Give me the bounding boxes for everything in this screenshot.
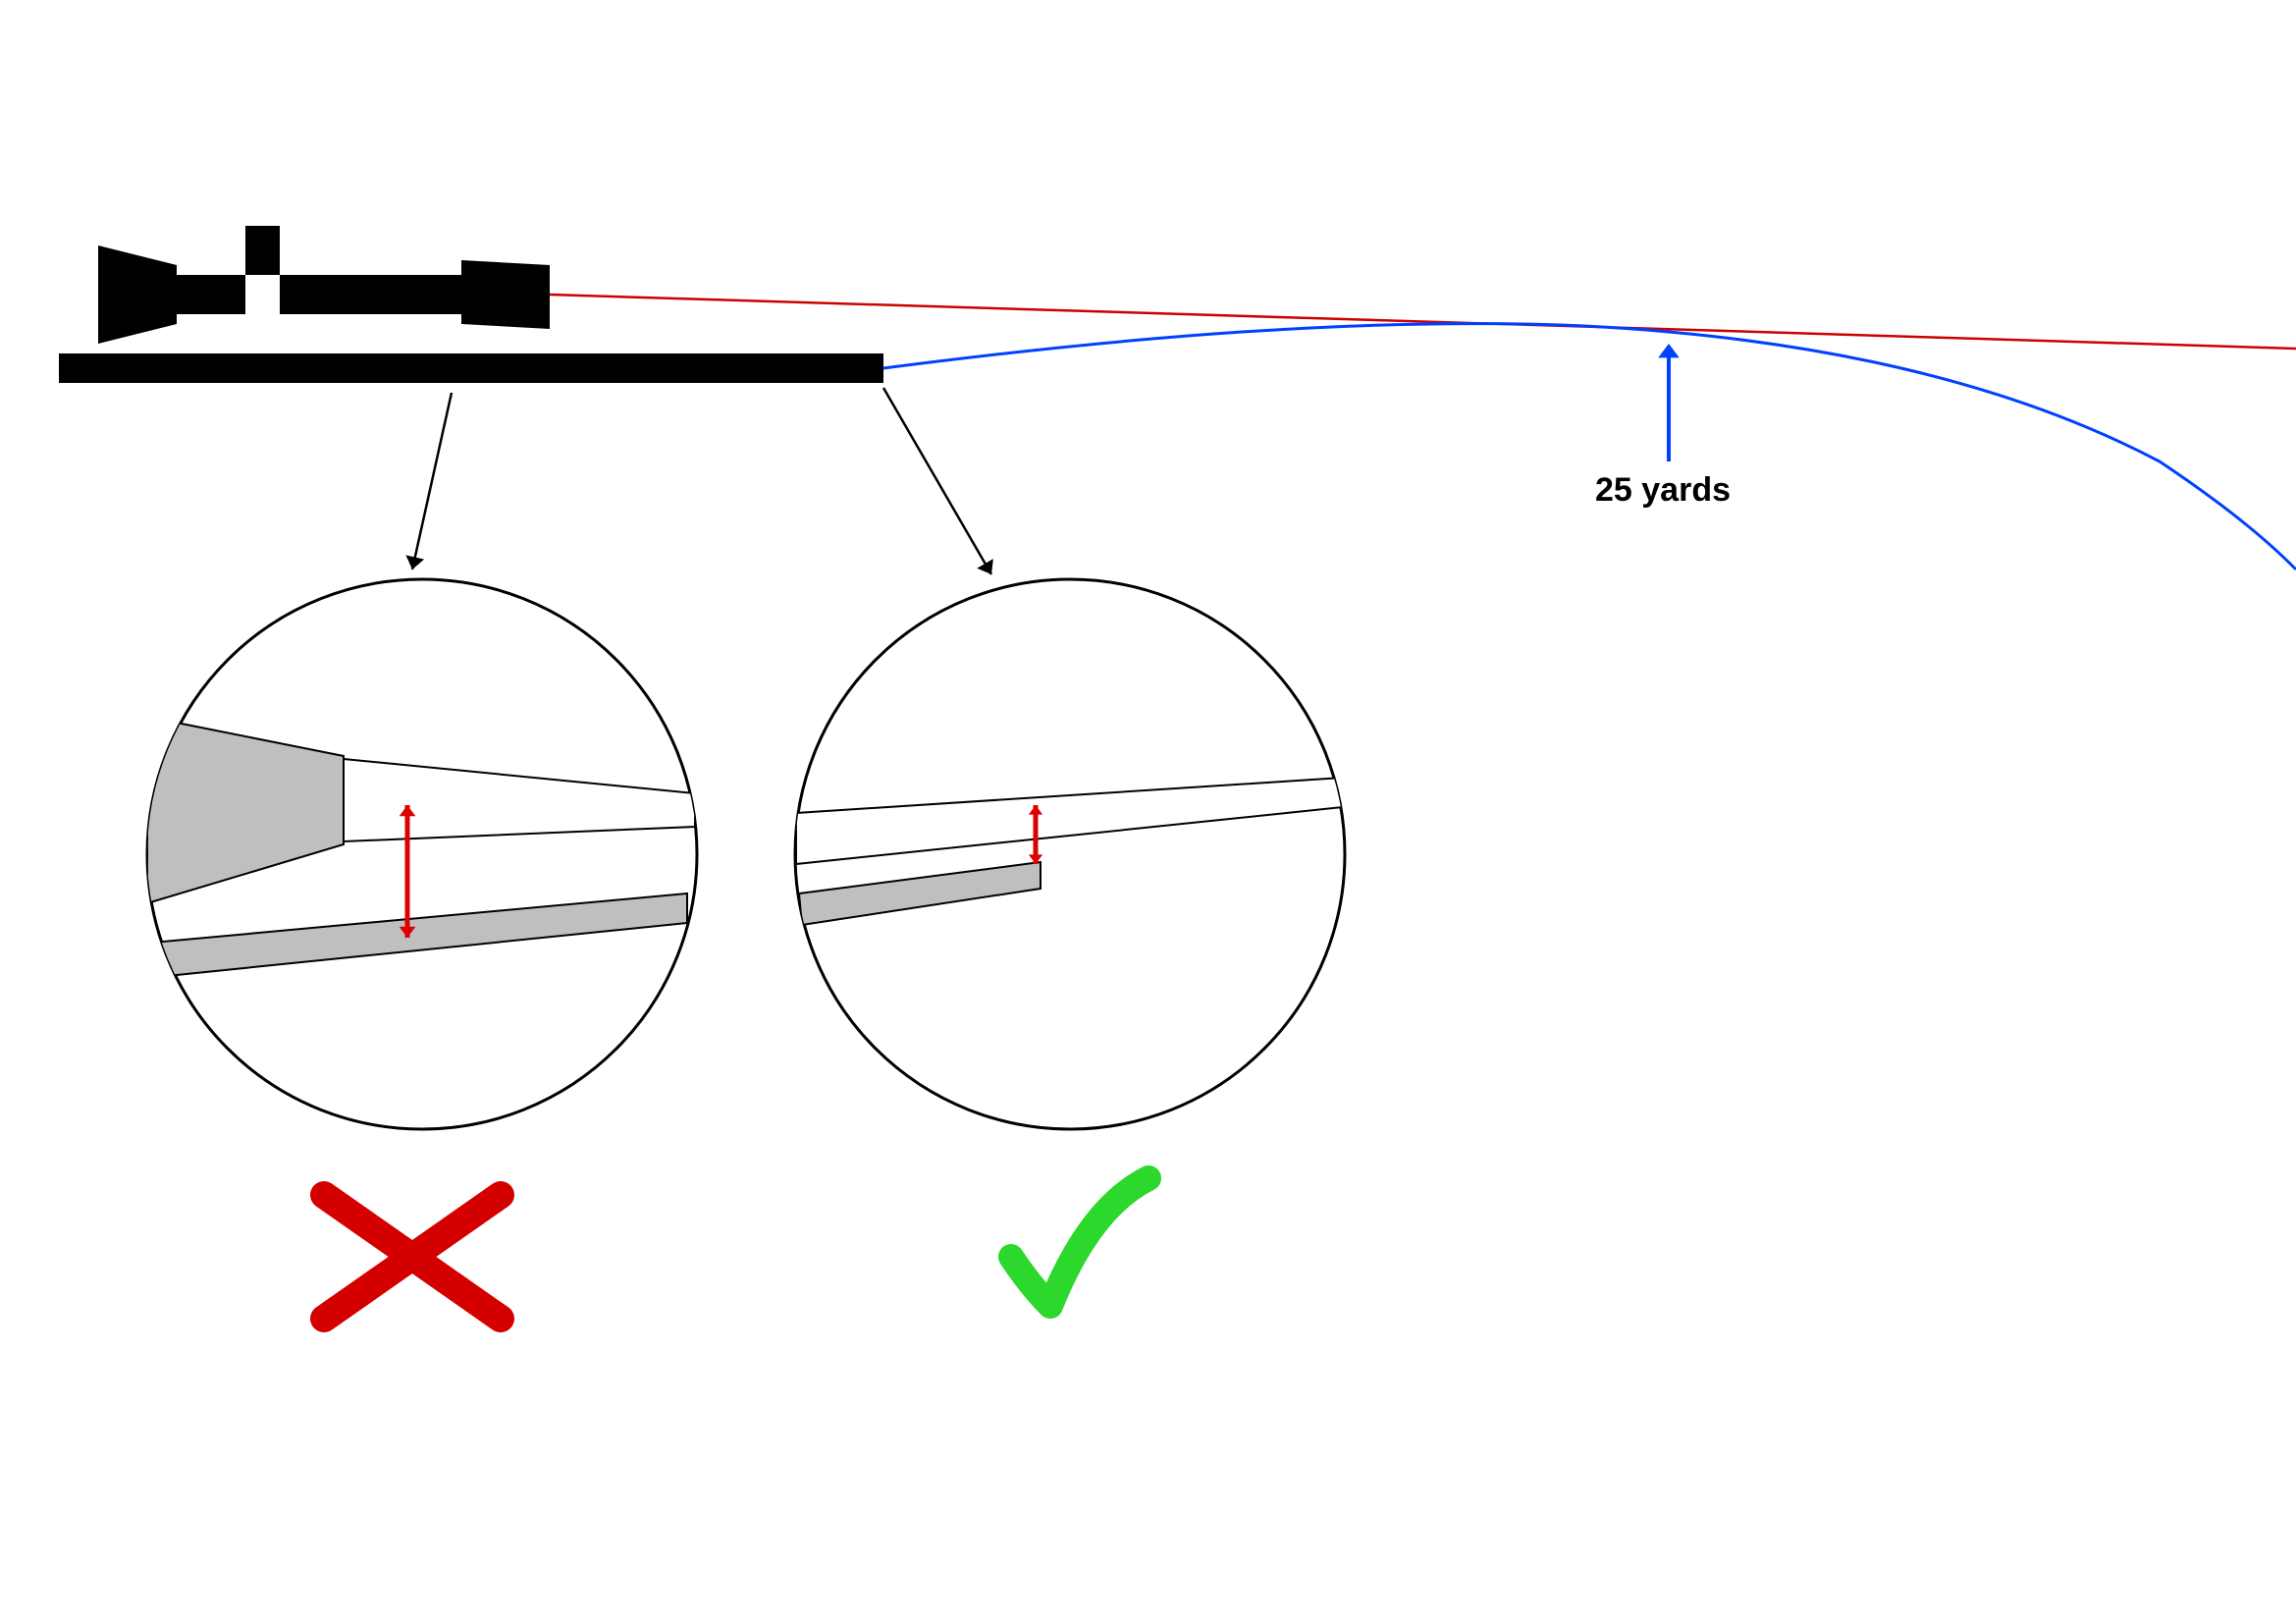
zero-distance-arrow [1658,344,1680,461]
callout-arrow-right [883,388,993,574]
cross-mark-icon [324,1195,501,1319]
scope-silhouette [98,226,550,344]
trajectory-path [883,324,2296,569]
check-mark-icon [1011,1178,1148,1306]
detail-left-wrong [147,579,697,1129]
line-of-sight [550,295,2296,349]
diagram-canvas [0,0,2296,1624]
zero-distance-label: 25 yards [1595,471,1731,510]
callout-arrow-left [405,393,452,569]
barrel-silhouette [59,353,883,383]
detail-right-correct [795,579,1345,1129]
